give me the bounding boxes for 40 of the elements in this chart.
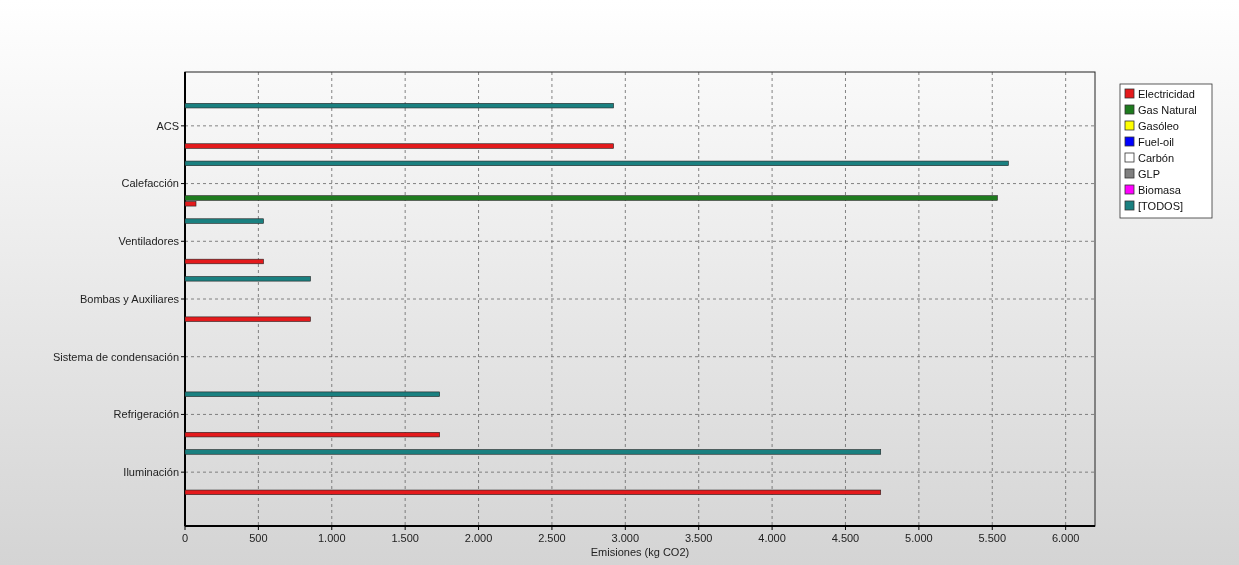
x-tick-label: 4.500 bbox=[831, 532, 860, 544]
bar bbox=[184, 160, 1009, 166]
bar bbox=[184, 218, 264, 224]
x-axis-title: Emisiones (kg CO2) bbox=[590, 546, 690, 558]
y-tick-label: Iluminación bbox=[123, 465, 179, 478]
y-tick-label: Bombas y Auxiliares bbox=[79, 292, 180, 305]
bar bbox=[184, 449, 882, 455]
legend-label: Electricidad bbox=[1138, 87, 1195, 100]
x-tick-label: 4.000 bbox=[758, 532, 786, 544]
legend-label: Biomasa bbox=[1138, 183, 1182, 196]
x-tick-label: 3.500 bbox=[684, 532, 713, 544]
x-tick-label: 5.500 bbox=[978, 532, 1007, 544]
bar bbox=[184, 258, 264, 265]
x-tick-label: 1.500 bbox=[391, 532, 419, 544]
y-tick-label: Calefacción bbox=[121, 177, 179, 190]
legend-label: GLP bbox=[1138, 167, 1161, 180]
x-tick-label: 0 bbox=[181, 532, 189, 544]
x-tick-label: 500 bbox=[249, 532, 268, 544]
bar bbox=[184, 143, 614, 149]
y-tick-label: Ventiladores bbox=[118, 235, 180, 248]
bar bbox=[184, 103, 614, 109]
x-tick-label: 1.000 bbox=[318, 532, 346, 544]
legend-label: Gasóleo bbox=[1138, 119, 1179, 132]
x-tick-label: 2.500 bbox=[538, 532, 566, 544]
y-tick-label: Sistema de condensación bbox=[53, 350, 179, 363]
legend-label: Gas Natural bbox=[1138, 103, 1197, 116]
x-tick-label: 2.000 bbox=[464, 532, 493, 544]
legend-label: Carbón bbox=[1138, 151, 1175, 164]
bar bbox=[184, 391, 440, 397]
x-tick-label: 3.000 bbox=[611, 532, 640, 544]
bar bbox=[184, 316, 311, 322]
bar bbox=[184, 432, 440, 438]
bar bbox=[184, 489, 882, 495]
legend-label: [TODOS] bbox=[1138, 199, 1184, 212]
bar bbox=[184, 276, 311, 282]
legend-label: Fuel-oil bbox=[1138, 135, 1175, 148]
x-tick-label: 6.000 bbox=[1051, 532, 1080, 544]
y-tick-label: ACS bbox=[156, 119, 179, 132]
x-tick-label: 5.000 bbox=[905, 532, 933, 544]
y-tick-label: Refrigeración bbox=[113, 408, 179, 421]
